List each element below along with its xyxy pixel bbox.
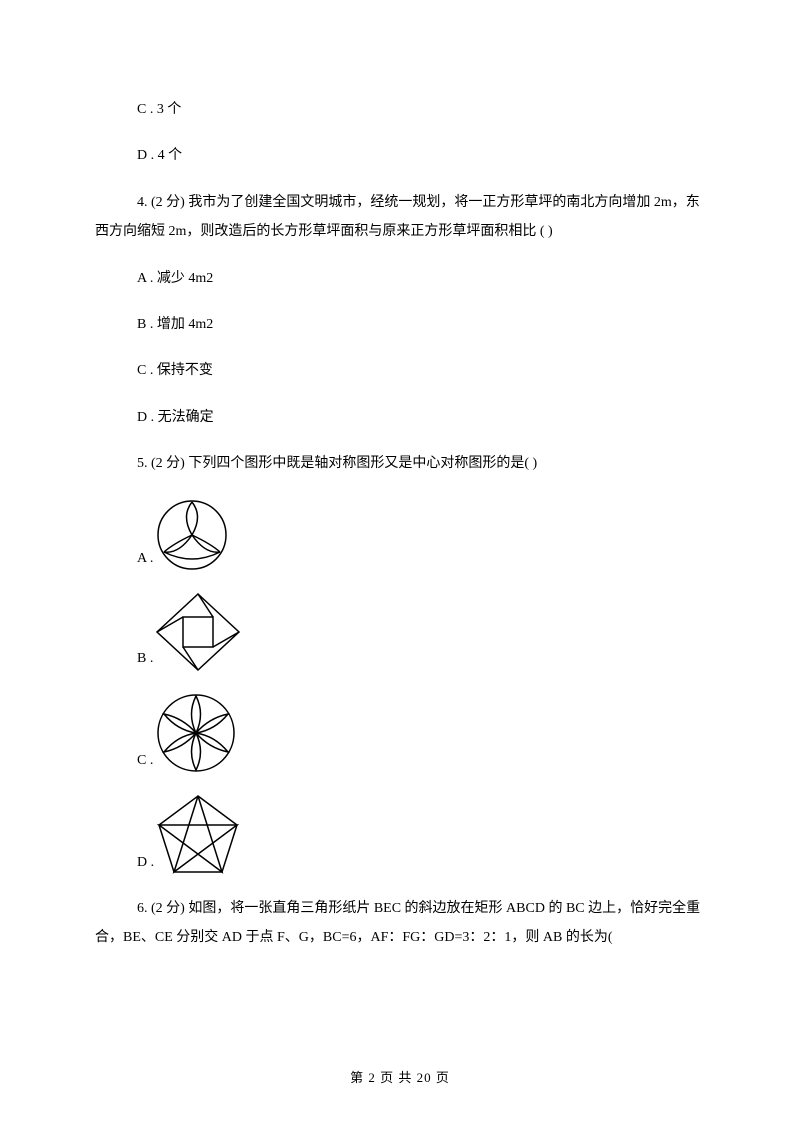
q5-option-d: D . bbox=[95, 792, 705, 878]
q5-option-a: A . bbox=[95, 496, 705, 574]
q5-optA-label: A . bbox=[137, 544, 153, 573]
q4-option-c: C . 保持不变 bbox=[95, 356, 705, 385]
q6-text: 6. (2 分) 如图，将一张直角三角形纸片 BEC 的斜边放在矩形 ABCD … bbox=[95, 894, 705, 953]
trefoil-in-circle-icon bbox=[153, 496, 231, 574]
page-body: C . 3 个 D . 4 个 4. (2 分) 我市为了创建全国文明城市，经统… bbox=[0, 0, 800, 1009]
q4-text: 4. (2 分) 我市为了创建全国文明城市，经统一规划，将一正方形草坪的南北方向… bbox=[95, 188, 705, 247]
pinwheel-square-icon bbox=[153, 590, 243, 674]
q5-option-b: B . bbox=[95, 590, 705, 674]
page-footer: 第 2 页 共 20 页 bbox=[0, 1067, 800, 1086]
q4-option-d: D . 无法确定 bbox=[95, 403, 705, 432]
q3-option-c: C . 3 个 bbox=[95, 95, 705, 124]
q5-optD-label: D . bbox=[137, 848, 154, 877]
q4-option-b: B . 增加 4m2 bbox=[95, 310, 705, 339]
pentagon-star-icon bbox=[154, 792, 242, 878]
q4-option-a: A . 减少 4m2 bbox=[95, 264, 705, 293]
q5-text: 5. (2 分) 下列四个图形中既是轴对称图形又是中心对称图形的是( ) bbox=[95, 449, 705, 478]
q3-option-d: D . 4 个 bbox=[95, 141, 705, 170]
q5-option-c: C . bbox=[95, 690, 705, 776]
six-petal-circle-icon bbox=[153, 690, 239, 776]
q5-optC-label: C . bbox=[137, 746, 153, 775]
q5-optB-label: B . bbox=[137, 644, 153, 673]
